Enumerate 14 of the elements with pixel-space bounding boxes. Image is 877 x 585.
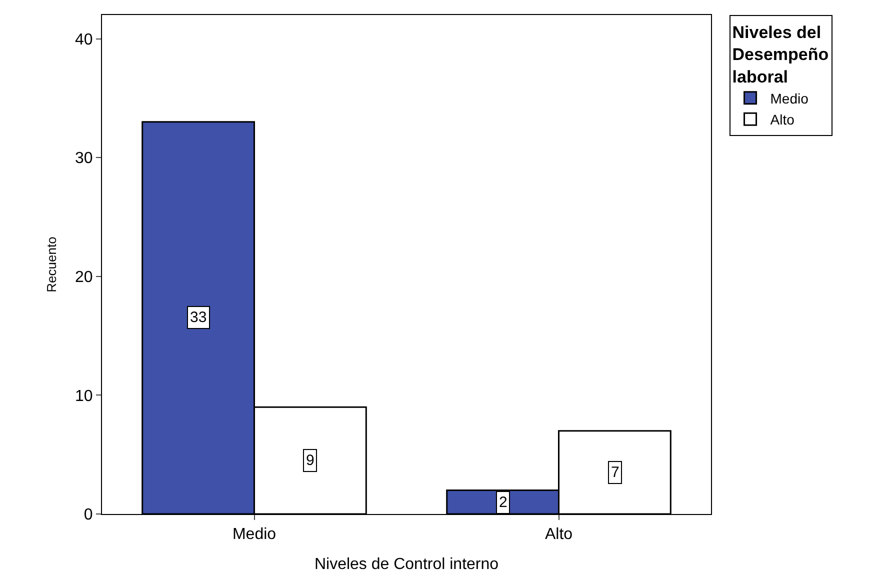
data-label: 9	[306, 452, 314, 469]
y-tick-label: 10	[75, 388, 93, 405]
y-tick-label: 0	[84, 506, 93, 524]
y-axis-title: Recuento	[44, 236, 59, 292]
y-tick-label: 40	[75, 31, 93, 48]
x-axis-title: Niveles de Control interno	[314, 556, 499, 573]
data-label: 2	[499, 494, 508, 511]
legend-title: Niveles del Desempeño laboral	[732, 23, 829, 86]
data-label: 7	[611, 464, 620, 481]
y-tick-label: 30	[75, 150, 93, 168]
data-label: 33	[190, 309, 207, 326]
y-tick-label: 20	[75, 268, 93, 286]
legend-label: Alto	[770, 112, 795, 128]
legend-label: Medio	[770, 90, 809, 106]
